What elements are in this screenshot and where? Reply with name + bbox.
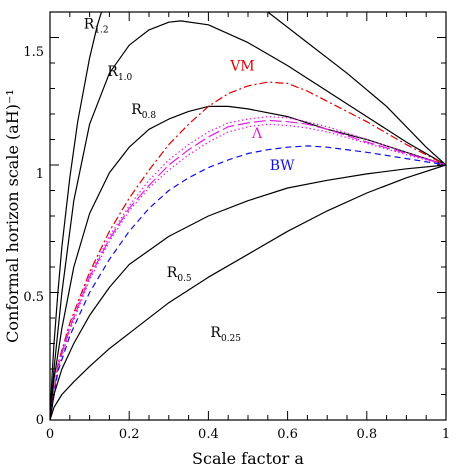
x-tick-label: 0.4 xyxy=(198,427,219,442)
series-line xyxy=(50,123,446,420)
x-tick-label: 0.6 xyxy=(277,427,298,442)
y-tick-label: 0 xyxy=(36,413,44,428)
curves-layer xyxy=(50,12,446,420)
series-line xyxy=(50,164,446,420)
plot-frame xyxy=(49,11,447,421)
x-tick-label: 0 xyxy=(46,427,54,442)
series-line xyxy=(267,12,446,166)
series-line xyxy=(50,81,446,420)
curve-label: BW xyxy=(270,158,295,174)
series-line xyxy=(50,115,446,420)
x-tick-label: 1 xyxy=(442,427,450,442)
curve-label: VM xyxy=(229,59,254,75)
series-line xyxy=(50,119,446,420)
x-tick-label: 0.2 xyxy=(119,427,140,442)
series-line xyxy=(50,164,446,420)
x-tick-label: 0.8 xyxy=(356,427,377,442)
series-line xyxy=(50,145,446,420)
curve-label: R0.5 xyxy=(167,265,192,284)
y-tick-label: 1.5 xyxy=(23,45,44,60)
curve-label: R1.0 xyxy=(107,64,132,83)
x-axis-label: Scale factor a xyxy=(192,449,304,468)
series-line xyxy=(50,12,103,420)
y-axis-label: Conformal horizon scale (aH)⁻¹ xyxy=(3,89,22,343)
series-line xyxy=(50,20,446,420)
curve-label: R0.8 xyxy=(131,102,156,121)
y-tick-label: 1 xyxy=(36,167,44,182)
curve-label: R1.2 xyxy=(84,17,109,36)
y-tick-label: 0.5 xyxy=(23,290,44,305)
curve-labels: R1.2 R1.0 R0.8 VM Λ BW R0.5 R0.25 xyxy=(84,17,295,345)
curve-label: Λ xyxy=(251,126,263,142)
curve-label: R0.25 xyxy=(210,325,241,344)
